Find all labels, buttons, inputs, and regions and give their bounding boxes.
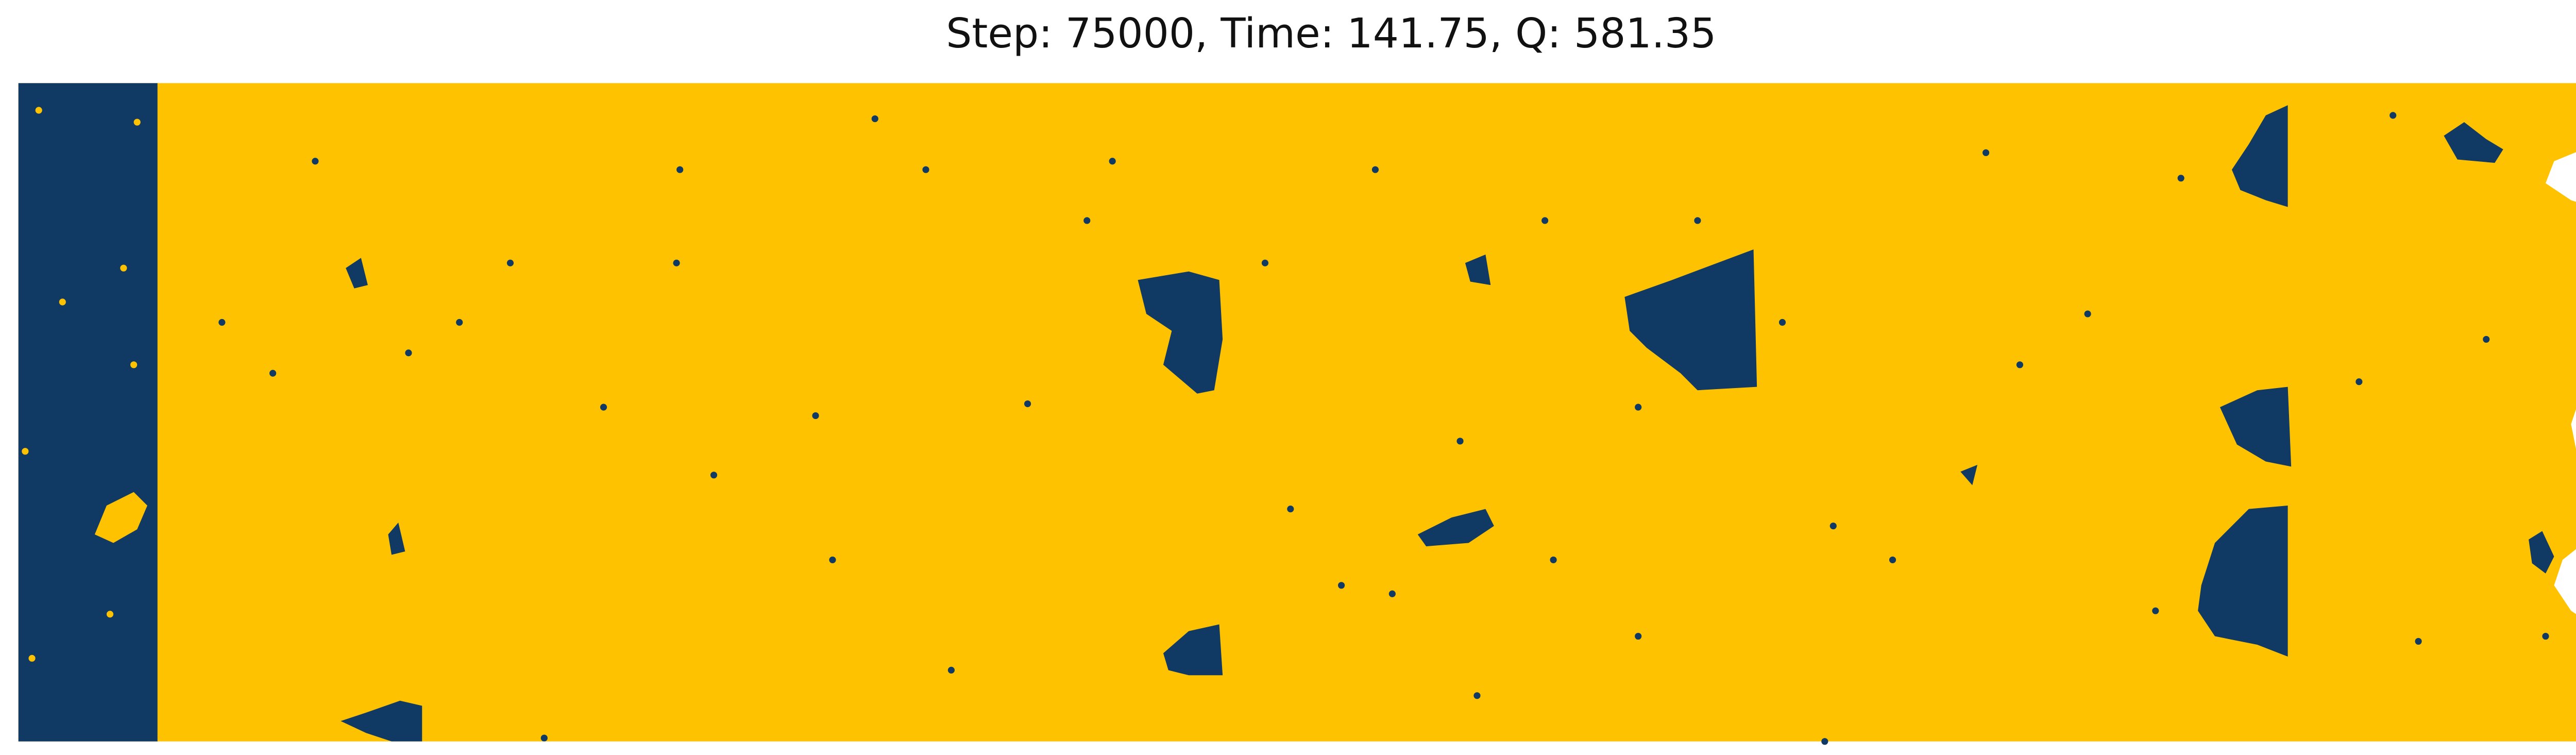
yellow-dots (22, 107, 141, 662)
boundary-gaps (2546, 152, 2576, 614)
yellow-island (94, 492, 147, 543)
lattice (18, 83, 2576, 745)
blue-clusters (341, 105, 2554, 742)
blue-dots (218, 112, 2549, 745)
blue-band (18, 83, 158, 742)
title: Step: 75000, Time: 141.75, Q: 581.35 (946, 10, 1716, 57)
yellow-phase (18, 83, 2576, 742)
